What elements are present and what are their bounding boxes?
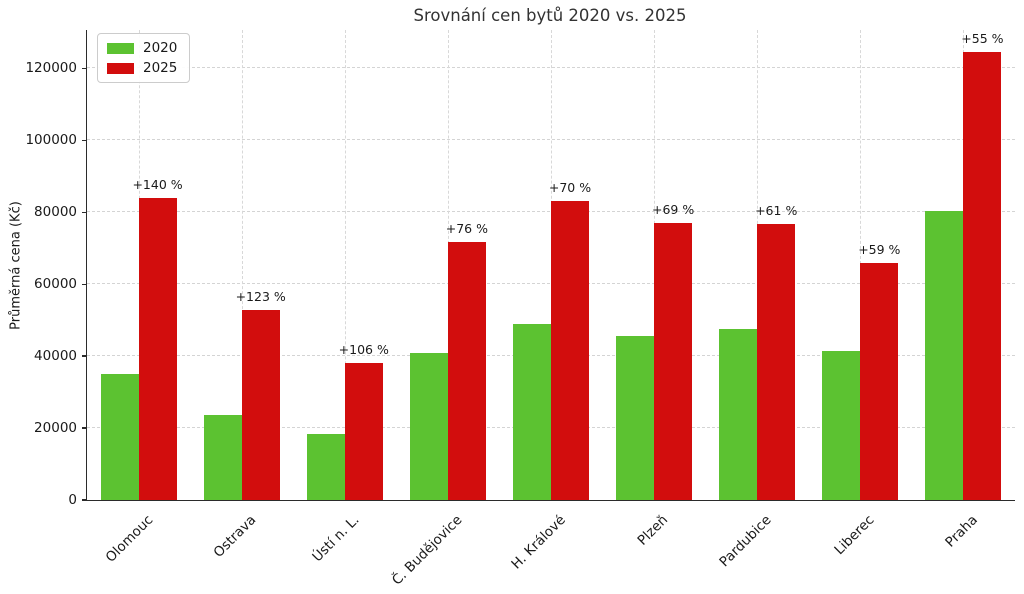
y-tick-label: 40000 <box>34 348 77 365</box>
y-tick-label: 120000 <box>25 60 77 77</box>
bar-2025 <box>860 262 899 500</box>
y-tick: 60000 <box>34 276 87 292</box>
y-tick-label: 80000 <box>34 204 77 221</box>
bar-group--st-n-l-: +106 % Ústí n. L. <box>293 30 396 565</box>
x-tick-label: Plzeň <box>634 512 672 549</box>
bar-2020 <box>100 374 139 500</box>
bars <box>190 309 293 500</box>
bar-2025 <box>241 309 280 500</box>
y-tick-label: 0 <box>68 492 77 508</box>
bar-2020 <box>719 328 758 500</box>
pct-change-annotation: +61 % <box>755 202 798 218</box>
bar-group-liberec: +59 % Liberec <box>809 30 912 558</box>
pct-change-annotation: +59 % <box>858 241 901 257</box>
legend-swatch <box>107 62 134 74</box>
pct-change-annotation: +69 % <box>651 202 695 218</box>
x-tick-label: Ostrava <box>210 512 259 561</box>
bar-groups: +140 % Olomouc +123 % Ostrava +106 % Ústí n. … <box>87 30 1015 589</box>
bar-group-ostrava: +123 % Ostrava <box>190 30 293 561</box>
y-tick-mark <box>82 427 87 429</box>
bars <box>706 223 809 500</box>
chart-title: Srovnání cen bytů 2020 vs. 2025 <box>413 6 687 25</box>
plot-area: 0 20000 40000 60000 80000 100000 120000 +140 %… <box>25 30 1015 589</box>
bars <box>499 200 602 500</box>
y-tick-mark <box>82 355 87 357</box>
y-tick: 80000 <box>34 204 87 220</box>
bar-2025 <box>447 241 486 500</box>
v-gridline <box>241 30 243 500</box>
v-gridline <box>344 30 346 500</box>
y-tick: 120000 <box>25 60 87 76</box>
y-tick-mark <box>82 283 87 285</box>
bar-group-pardubice: +61 % Pardubice <box>706 30 809 570</box>
legend: 2020 2025 <box>97 33 191 83</box>
y-tick: 100000 <box>25 132 87 148</box>
pct-change-annotation: +106 % <box>338 342 389 357</box>
bars <box>293 363 396 500</box>
bars <box>603 223 706 500</box>
pct-change-annotation: +70 % <box>548 179 592 195</box>
y-tick: 40000 <box>34 348 87 364</box>
bars <box>87 197 190 500</box>
bar-2025 <box>344 363 383 500</box>
bar-2020 <box>409 353 448 500</box>
y-tick: 20000 <box>34 420 87 436</box>
y-tick-label: 100000 <box>25 132 77 149</box>
legend-label: 2025 <box>143 60 178 76</box>
pct-change-annotation: +140 % <box>132 176 183 192</box>
y-tick: 0 <box>68 492 87 508</box>
y-tick-mark <box>82 499 87 501</box>
bar-2025 <box>963 52 1002 500</box>
pct-change-annotation: +55 % <box>961 31 1004 47</box>
legend-label: 2020 <box>143 40 178 56</box>
bar-2020 <box>512 323 551 500</box>
y-tick-mark <box>82 67 87 70</box>
legend-entry-2020: 2020 <box>107 40 177 56</box>
legend-swatch <box>107 42 134 54</box>
bar-group--bud-jovice: +76 % Č. Budějovice <box>389 30 499 589</box>
pct-change-annotation: +76 % <box>445 220 488 236</box>
bars <box>809 262 912 500</box>
bar-2025 <box>757 223 796 500</box>
bars <box>396 241 499 500</box>
x-tick-label: Č. Budějovice <box>388 512 466 589</box>
y-tick-mark <box>82 139 87 142</box>
bar-2020 <box>925 211 964 500</box>
x-tick-label: Ústí n. L. <box>308 512 363 566</box>
bar-2025 <box>138 197 177 500</box>
bar-2020 <box>306 433 345 500</box>
bar-2020 <box>203 414 242 500</box>
y-tick-label: 20000 <box>34 420 77 437</box>
x-tick-label: Pardubice <box>716 512 775 571</box>
x-tick-label: Praha <box>942 512 981 551</box>
y-tick-mark <box>82 211 87 213</box>
bar-2025 <box>654 223 693 500</box>
y-axis-label: Průměrná cena (Kč) <box>8 201 24 330</box>
bar-group-olomouc: +140 % Olomouc <box>87 30 190 566</box>
y-tick-label: 60000 <box>34 276 77 293</box>
bars <box>912 52 1015 500</box>
x-tick-label: Olomouc <box>102 512 156 566</box>
bar-2025 <box>550 200 589 500</box>
x-tick-label: H. Králové <box>507 512 569 573</box>
bar-group-h-kr-lov-: +70 % H. Králové <box>499 30 602 572</box>
bar-group-praha: +55 % Praha <box>912 30 1015 551</box>
pct-change-annotation: +123 % <box>235 288 286 304</box>
bar-2020 <box>616 336 655 500</box>
bar-group-plze-: +69 % Plzeň <box>603 30 706 549</box>
x-tick-label: Liberec <box>831 512 878 559</box>
bar-2020 <box>822 350 861 500</box>
legend-entry-2025: 2025 <box>107 60 177 76</box>
